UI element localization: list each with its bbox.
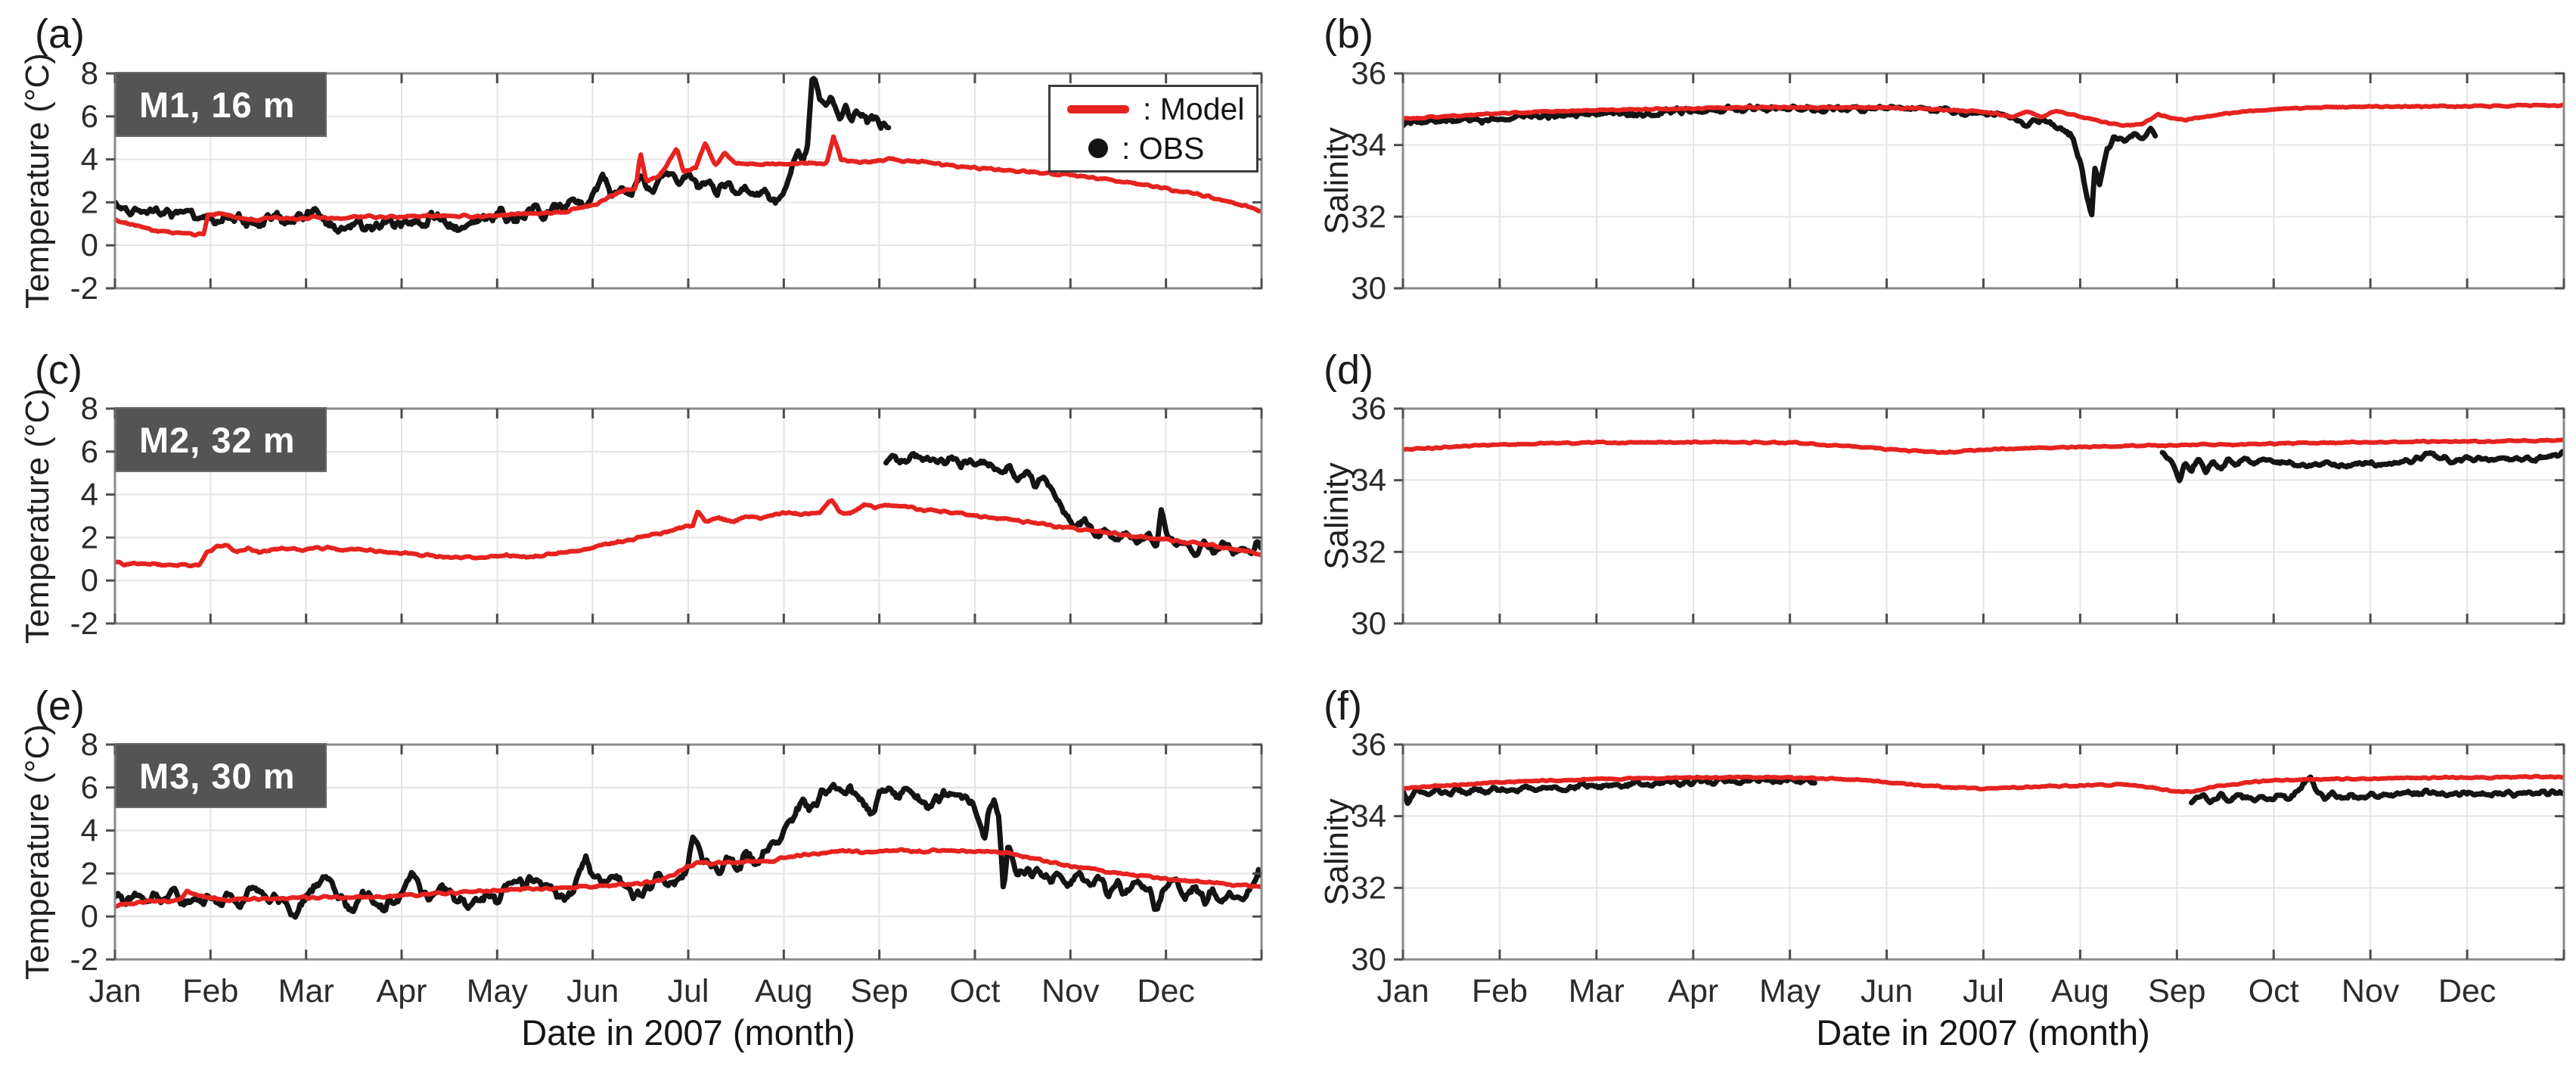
svg-text:Apr: Apr [1668, 973, 1718, 1009]
svg-text:Feb: Feb [182, 973, 238, 1009]
plot-area-e: -2 0 2 4 6 8 Jan Feb Mar Apr May Jun Jul Aug Sep Oct Nov… [70, 729, 1263, 1009]
panel-letter-f: (f) [1324, 683, 1362, 729]
svg-text:Dec: Dec [1137, 973, 1194, 1009]
svg-text:2: 2 [81, 855, 98, 891]
svg-text:4: 4 [81, 813, 98, 848]
svg-text:2: 2 [81, 184, 98, 219]
svg-text:34: 34 [1351, 127, 1386, 163]
svg-text:Sep: Sep [850, 973, 908, 1009]
svg-text:34: 34 [1351, 462, 1386, 498]
plot-area-f: 30 32 34 36 Jan Feb Mar Apr May Jun Jul Aug Sep Oct No… [1351, 729, 2565, 1009]
legend-label-model: : Model [1143, 91, 1245, 126]
svg-text:6: 6 [81, 434, 98, 469]
x-axis-title-right: Date in 2007 (month) [1816, 1012, 2150, 1053]
svg-text:-2: -2 [70, 941, 98, 977]
legend: : Model : OBS [1048, 85, 1259, 173]
svg-text:2: 2 [81, 519, 98, 555]
svg-text:0: 0 [81, 898, 98, 934]
svg-text:34: 34 [1351, 798, 1386, 834]
legend-row-model: : Model [1051, 92, 1256, 126]
svg-text:32: 32 [1351, 533, 1386, 569]
svg-text:Jul: Jul [1963, 973, 2004, 1009]
svg-text:Oct: Oct [950, 973, 1001, 1009]
station-tag-m3: M3, 30 m [115, 743, 327, 808]
model-line-swatch [1067, 104, 1129, 113]
svg-text:-2: -2 [70, 270, 98, 306]
plot-area-d: 30 32 34 36 [1351, 393, 2565, 641]
svg-text:Aug: Aug [755, 973, 813, 1009]
panel-letter-a: (a) [35, 11, 85, 57]
svg-text:Nov: Nov [2342, 973, 2400, 1009]
station-tag-m1: M1, 16 m [115, 72, 327, 137]
plot-area-b: 30 32 34 36 [1351, 58, 2565, 306]
svg-text:4: 4 [81, 477, 98, 512]
panel-letter-c: (c) [35, 347, 82, 393]
svg-text:Mar: Mar [278, 973, 334, 1009]
svg-text:Mar: Mar [1569, 973, 1625, 1009]
svg-text:0: 0 [81, 562, 98, 598]
svg-text:32: 32 [1351, 869, 1386, 905]
legend-label-obs: : OBS [1122, 130, 1205, 166]
svg-text:Jan: Jan [88, 973, 141, 1009]
svg-text:4: 4 [81, 141, 98, 177]
svg-text:Jun: Jun [566, 973, 619, 1009]
panel-letter-e: (e) [35, 683, 85, 729]
svg-text:32: 32 [1351, 198, 1386, 234]
svg-text:Oct: Oct [2249, 973, 2299, 1009]
svg-text:Aug: Aug [2051, 973, 2109, 1009]
svg-text:36: 36 [1351, 729, 1386, 762]
svg-text:30: 30 [1351, 605, 1386, 641]
svg-text:Nov: Nov [1041, 973, 1100, 1009]
station-tag-m2: M2, 32 m [115, 407, 327, 472]
svg-text:8: 8 [81, 729, 98, 762]
obs-dot-swatch [1088, 138, 1108, 158]
svg-text:Feb: Feb [1472, 973, 1528, 1009]
panel-letter-b: (b) [1324, 11, 1373, 57]
svg-text:36: 36 [1351, 58, 1386, 91]
x-axis-title-left: Date in 2007 (month) [521, 1012, 855, 1053]
svg-text:6: 6 [81, 770, 98, 805]
svg-text:Jan: Jan [1376, 973, 1429, 1009]
svg-text:6: 6 [81, 98, 98, 134]
svg-text:30: 30 [1351, 941, 1386, 977]
svg-text:May: May [467, 973, 529, 1009]
svg-text:8: 8 [81, 393, 98, 426]
svg-text:Jun: Jun [1861, 973, 1913, 1009]
svg-text:-2: -2 [70, 605, 98, 641]
svg-text:36: 36 [1351, 393, 1386, 426]
svg-text:Jul: Jul [668, 973, 709, 1009]
svg-text:0: 0 [81, 227, 98, 263]
panel-letter-d: (d) [1324, 347, 1373, 393]
svg-text:8: 8 [81, 58, 98, 91]
svg-text:Dec: Dec [2438, 973, 2496, 1009]
legend-row-obs: : OBS [1051, 130, 1256, 166]
svg-text:30: 30 [1351, 270, 1386, 306]
svg-text:Apr: Apr [377, 973, 427, 1009]
svg-text:May: May [1759, 973, 1821, 1009]
svg-text:Sep: Sep [2148, 973, 2206, 1009]
